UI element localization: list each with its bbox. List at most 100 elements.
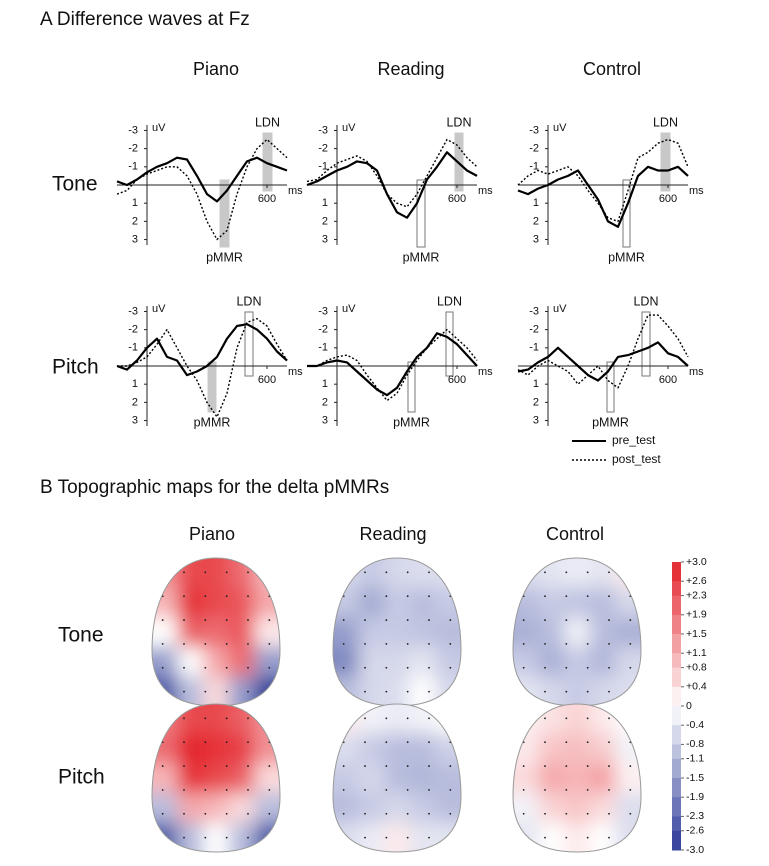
panel-b-title: B Topographic maps for the delta pMMRs: [40, 477, 389, 498]
topomap-cell: [435, 617, 461, 648]
colorbar-label: -2.3: [686, 810, 704, 822]
topomap-cell: [384, 763, 411, 794]
electrode: [268, 765, 271, 767]
column-label: Reading: [377, 59, 444, 79]
pmmr-window-label: pMMR: [608, 250, 645, 264]
electrode: [247, 765, 249, 767]
electrode: [225, 666, 228, 669]
electrode: [364, 765, 366, 767]
topomap-cell: [513, 617, 540, 648]
legend-label: post_test: [612, 452, 661, 466]
topomap-cell: [177, 617, 204, 648]
electrode: [449, 765, 452, 767]
topomap-cell: [615, 792, 641, 823]
colorbar-label: -3.0: [686, 844, 704, 856]
y-tick-label: 3: [533, 233, 539, 245]
electrode: [342, 619, 345, 621]
colorbar-segment: [672, 758, 681, 779]
y-tick-label: 2: [533, 215, 539, 227]
electrode: [161, 717, 164, 720]
y-tick-label: 3: [322, 414, 328, 426]
electrode: [225, 690, 228, 693]
topomap-field: [152, 704, 280, 852]
topomap-cell: [615, 617, 641, 648]
colorbar-segment: [672, 595, 681, 616]
electrode: [364, 666, 366, 669]
electrode: [204, 765, 207, 767]
topomap-cell: [333, 587, 360, 618]
topomap-cell: [228, 587, 255, 618]
topomap-cell: [203, 822, 230, 852]
pre-curve: [307, 332, 478, 397]
column-label: Piano: [189, 524, 235, 544]
electrode: [565, 690, 568, 693]
colorbar-segment: [672, 816, 681, 832]
electrode: [608, 765, 610, 767]
electrode: [565, 717, 568, 720]
electrode: [225, 643, 228, 645]
electrode: [204, 571, 207, 574]
topomap-cell: [409, 792, 436, 823]
x-tick-label: 600: [659, 193, 677, 205]
topomap-cell: [333, 617, 360, 648]
electrode: [586, 765, 589, 767]
electrode: [544, 812, 546, 815]
column-label: Piano: [193, 59, 239, 79]
electrode: [385, 690, 388, 693]
pmmr-window: [606, 361, 615, 413]
colorbar-label: +1.9: [686, 609, 707, 621]
topomap-cell: [203, 646, 230, 677]
topomap-cell: [409, 733, 436, 764]
ldn-window-label: LDN: [236, 294, 261, 308]
electrode: [268, 717, 271, 720]
colorbar-segment: [672, 634, 681, 654]
electrode: [406, 741, 409, 744]
electrode: [608, 789, 610, 791]
topomap-cell: [152, 822, 179, 852]
electrode: [385, 741, 388, 744]
topomap-cell: [513, 646, 540, 677]
topomap-cell: [203, 792, 230, 823]
electrode: [225, 595, 228, 598]
topomap-cell: [384, 617, 411, 648]
electrode: [183, 643, 185, 645]
topomap-cell: [589, 763, 616, 794]
ldn-window-label: LDN: [653, 115, 678, 129]
electrode: [385, 571, 388, 574]
topomap-cell: [615, 822, 641, 852]
ldn-window-label: LDN: [437, 294, 462, 308]
topomap-cell: [254, 617, 280, 648]
topomap-cell: [409, 822, 436, 852]
electrode: [247, 717, 249, 720]
colorbar-segment: [672, 581, 681, 597]
topomap-cell: [615, 763, 641, 794]
electrode: [586, 789, 589, 791]
colorbar-label: +0.4: [686, 681, 707, 693]
topomap-cell: [333, 558, 360, 589]
pre-curve: [116, 323, 288, 377]
topomap-cell: [384, 558, 411, 589]
legend-label: pre_test: [612, 433, 656, 447]
topomap-cell: [333, 792, 360, 823]
electrode: [449, 717, 452, 720]
electrode: [342, 789, 345, 791]
topomap-cell: [228, 617, 255, 648]
topomap-cell: [409, 587, 436, 618]
pmmr-window: [407, 361, 416, 413]
y-tick-label: 2: [322, 396, 328, 408]
ldn-window: [445, 311, 454, 377]
topomap-cell: [254, 646, 280, 677]
electrode: [364, 812, 366, 815]
electrode: [428, 643, 430, 645]
topomap-cell: [254, 558, 280, 589]
electrode: [565, 812, 568, 815]
topomap-cell: [589, 617, 616, 648]
topomap-cell: [513, 587, 540, 618]
electrode: [608, 666, 610, 669]
electrode: [586, 643, 589, 645]
electrode: [247, 836, 249, 839]
topomap-cell: [409, 763, 436, 794]
electrode: [449, 789, 452, 791]
electrode: [586, 741, 589, 744]
